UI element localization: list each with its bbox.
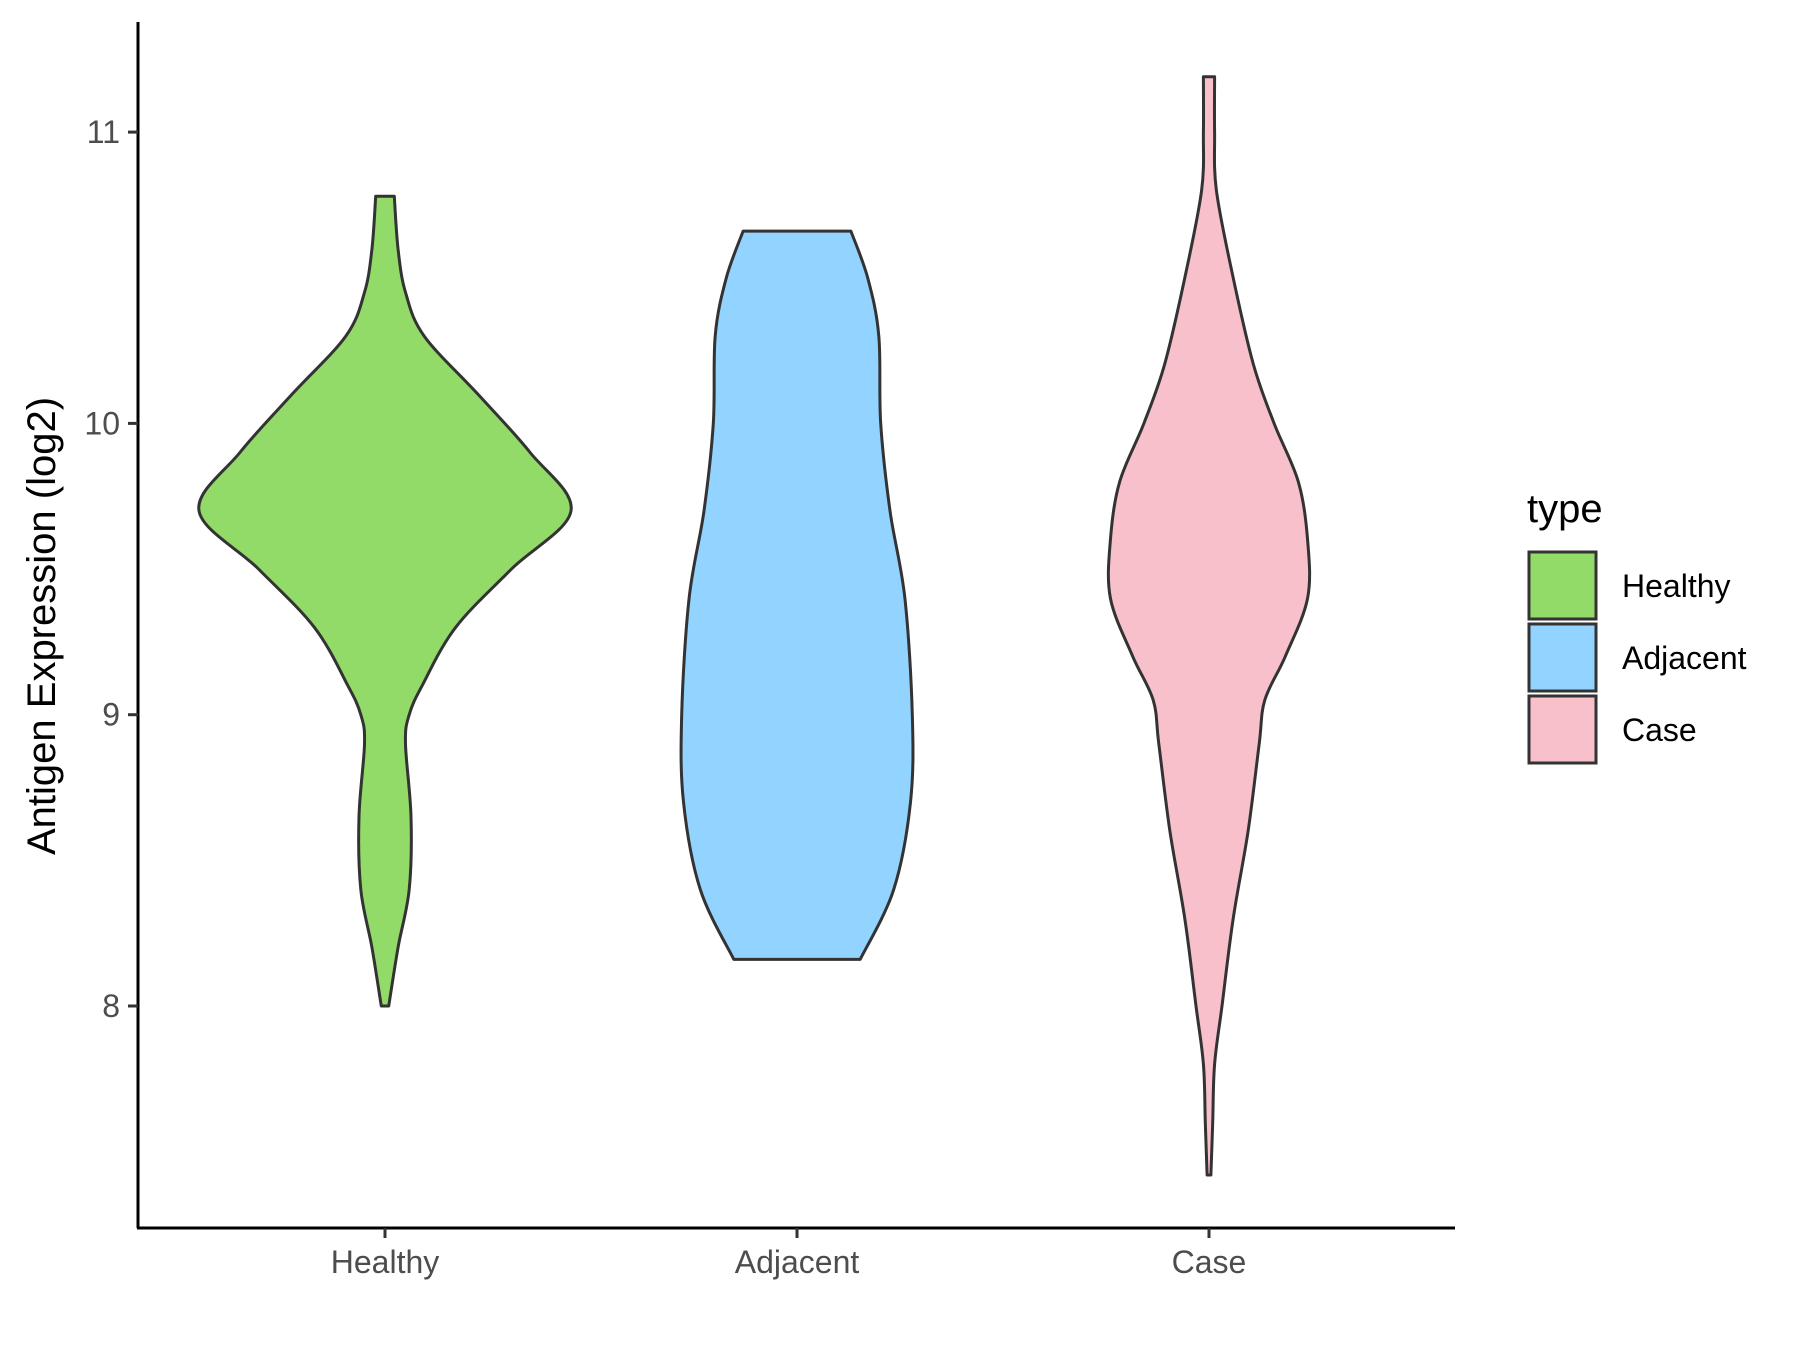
legend-key-case xyxy=(1527,694,1598,765)
y-tick-label: 10 xyxy=(84,405,120,441)
x-tick-label: Healthy xyxy=(331,1244,440,1280)
violin-healthy xyxy=(197,194,573,1008)
y-tick-label: 8 xyxy=(102,988,120,1024)
violin-layer xyxy=(197,75,1312,1177)
y-axis-title: Antigen Expression (log2) xyxy=(20,397,64,855)
x-tick-label: Adjacent xyxy=(735,1244,860,1280)
legend-entries: Healthy Adjacent Case xyxy=(1527,550,1747,765)
legend-key-adjacent xyxy=(1527,622,1598,693)
x-ticks: Healthy Adjacent Case xyxy=(331,1228,1247,1280)
y-ticks: 8 9 10 11 xyxy=(84,114,138,1024)
x-tick-label: Case xyxy=(1172,1244,1247,1280)
violin-case xyxy=(1106,75,1312,1177)
violin-adjacent xyxy=(679,229,915,961)
y-tick-label: 11 xyxy=(87,114,120,150)
legend-label: Healthy xyxy=(1622,568,1731,604)
legend-title: type xyxy=(1527,487,1603,531)
legend-key-healthy xyxy=(1527,550,1598,621)
legend-label: Adjacent xyxy=(1622,640,1747,676)
y-tick-label: 9 xyxy=(102,697,120,733)
legend: type Healthy Adjacent Case xyxy=(1527,487,1747,765)
legend-label: Case xyxy=(1622,712,1697,748)
